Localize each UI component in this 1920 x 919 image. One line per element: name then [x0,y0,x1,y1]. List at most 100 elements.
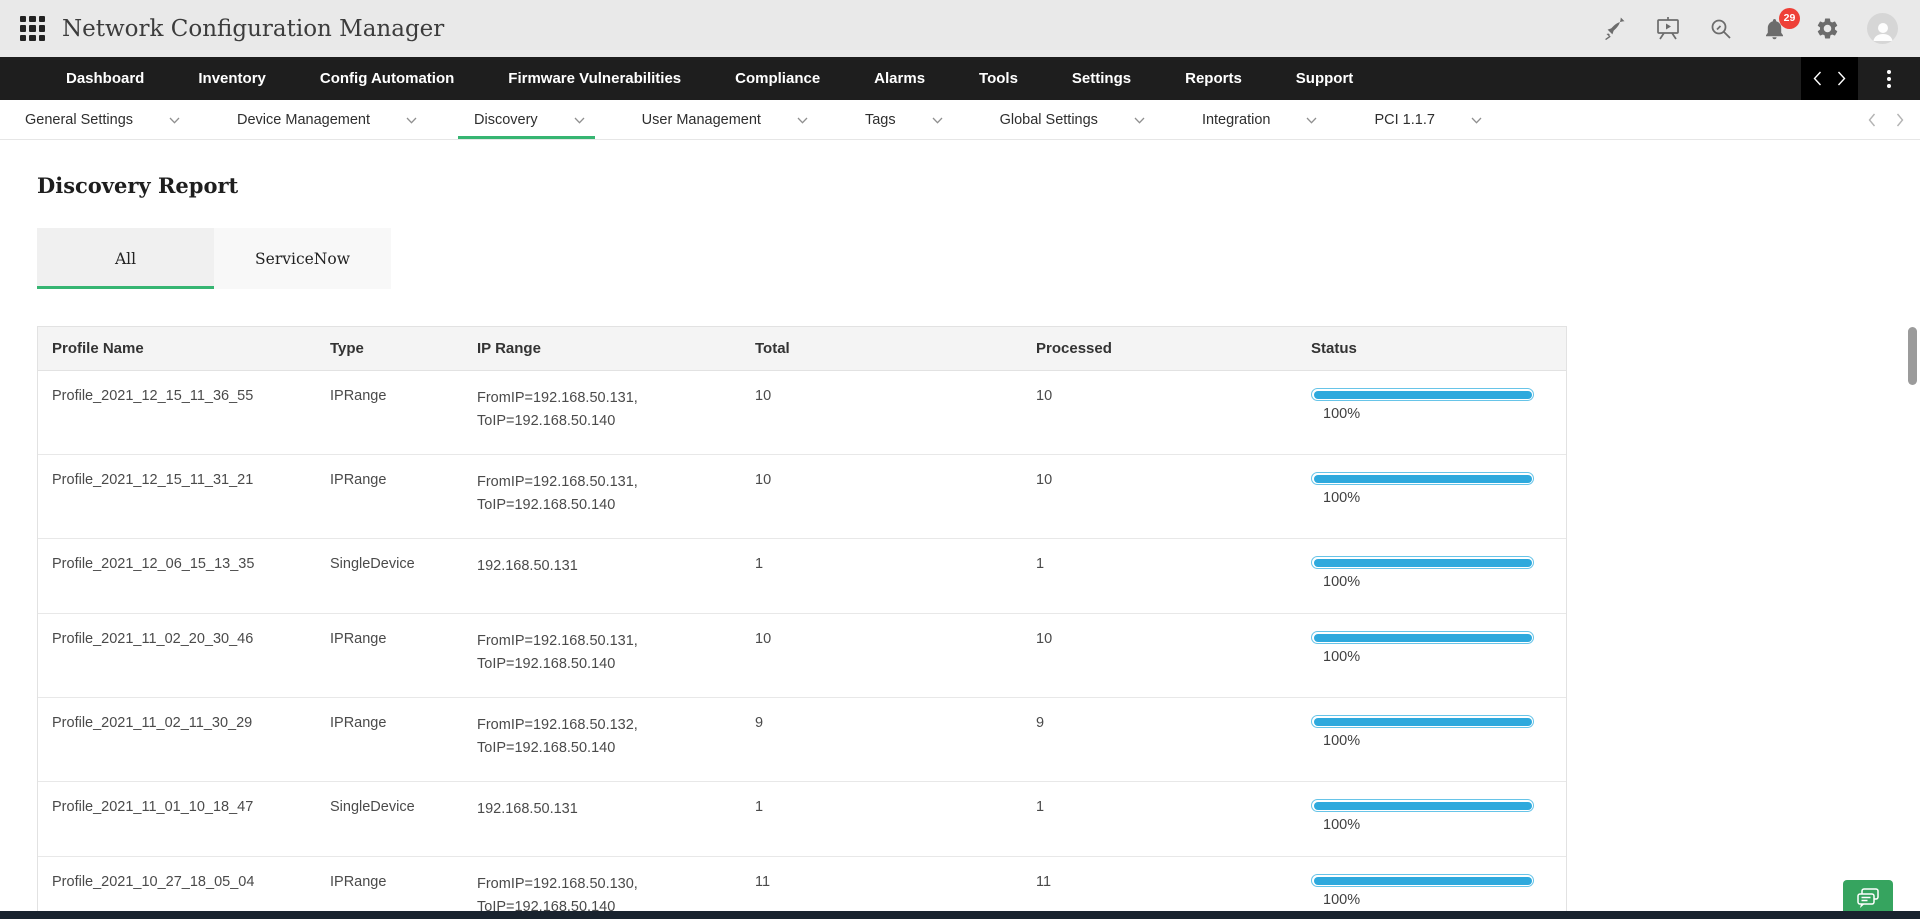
cell-status: 100% [1297,714,1566,751]
progress-label: 100% [1323,733,1361,749]
content-area: Discovery Report All ServiceNow Profile N… [0,173,1920,919]
progress-bar [1311,874,1534,887]
cell-profile-name: Profile_2021_12_15_11_36_55 [52,388,254,404]
cell-status: 100% [1297,555,1566,592]
app-title: Network Configuration Manager [62,15,445,42]
nav-item-support[interactable]: Support [1295,70,1354,87]
nav-scroll-arrows[interactable] [1801,57,1858,100]
progress-label: 100% [1323,406,1361,422]
bell-icon[interactable]: 29 [1761,7,1800,42]
user-avatar[interactable] [1867,13,1898,44]
column-header-total: Total [755,340,790,357]
nav-item-dashboard[interactable]: Dashboard [66,70,145,87]
cell-total: 9 [755,715,764,731]
table-row[interactable]: Profile_2021_11_02_11_30_29 IPRange From… [38,698,1566,782]
nav-item-settings[interactable]: Settings [1071,70,1132,87]
chat-bubbles-icon [1857,888,1879,908]
progress-label: 100% [1323,574,1361,590]
cell-processed: 10 [1036,631,1053,647]
nav-item-reports[interactable]: Reports [1185,70,1242,87]
subnav-chevron-left-icon[interactable] [1868,113,1876,127]
cell-profile-name: Profile_2021_11_02_20_30_46 [52,631,254,647]
cell-status: 100% [1297,387,1566,424]
cell-ip-range: 192.168.50.131 [477,801,578,817]
subnav-item-discovery[interactable]: Discovery [458,100,595,139]
column-header-type: Type [330,340,364,357]
subnav-item-user-management[interactable]: User Management [642,100,808,139]
rocket-icon[interactable] [1602,16,1628,42]
report-tabs: All ServiceNow [37,228,1920,289]
cell-status: 100% [1297,471,1566,508]
table-row[interactable]: Profile_2021_12_15_11_31_21 IPRange From… [38,455,1566,539]
subnav-item-integration[interactable]: Integration [1202,100,1318,139]
table-row[interactable]: Profile_2021_12_15_11_36_55 IPRange From… [38,371,1566,455]
table-row[interactable]: Profile_2021_11_02_20_30_46 IPRange From… [38,614,1566,698]
cell-ip-range: 192.168.50.131 [477,558,578,574]
search-icon[interactable] [1708,16,1734,42]
main-nav-items: Dashboard Inventory Config Automation Firmw… [39,57,1380,100]
apps-grid-icon[interactable] [20,16,45,41]
cell-status: 100% [1297,873,1566,910]
chevron-down-icon [1134,117,1145,124]
cell-profile-name: Profile_2021_11_02_11_30_29 [52,715,253,731]
progress-bar-fill [1313,801,1532,810]
chevron-down-icon [797,117,808,124]
column-header-ip-range: IP Range [477,340,541,357]
progress-bar-fill [1313,633,1532,642]
nav-item-tools[interactable]: Tools [979,70,1018,87]
main-nav: Dashboard Inventory Config Automation Firmw… [0,57,1920,100]
cell-total: 1 [755,799,764,815]
subnav-item-general-settings[interactable]: General Settings [25,100,180,139]
cell-processed: 10 [1036,472,1053,488]
cell-total: 1 [755,556,764,572]
cell-processed: 9 [1036,715,1045,731]
discovery-report-table: Profile Name Type IP Range Total Processed St… [37,326,1567,919]
nav-item-compliance[interactable]: Compliance [735,70,821,87]
subnav-item-tags[interactable]: Tags [865,100,943,139]
table-row[interactable]: Profile_2021_11_01_10_18_47 SingleDevice… [38,782,1566,857]
table-row[interactable]: Profile_2021_12_06_15_13_35 SingleDevice… [38,539,1566,614]
cell-type: IPRange [330,715,387,731]
header-actions: 29 [1602,7,1904,44]
table-body: Profile_2021_12_15_11_36_55 IPRange From… [38,371,1566,919]
chevron-down-icon [574,117,585,124]
tab-all[interactable]: All [37,228,214,289]
gear-icon[interactable] [1814,16,1840,42]
subnav-item-pci-1-1-7[interactable]: PCI 1.1.7 [1374,100,1482,139]
cell-processed: 10 [1036,388,1053,404]
progress-bar [1311,631,1534,644]
table-row[interactable]: Profile_2021_10_27_18_05_04 IPRange From… [38,857,1566,919]
chevron-left-icon [1813,71,1822,86]
column-header-profile-name: Profile Name [52,340,144,357]
nav-item-alarms[interactable]: Alarms [874,70,926,87]
subnav-item-global-settings[interactable]: Global Settings [1000,100,1145,139]
chevron-down-icon [406,117,417,124]
cell-status: 100% [1297,630,1566,667]
progress-label: 100% [1323,649,1361,665]
tab-servicenow[interactable]: ServiceNow [214,228,391,289]
subnav-item-device-management[interactable]: Device Management [237,100,417,139]
cell-type: SingleDevice [330,556,415,572]
nav-item-firmware-vulnerabilities[interactable]: Firmware Vulnerabilities [508,70,682,87]
cell-total: 10 [755,631,772,647]
progress-bar [1311,388,1534,401]
nav-item-config-automation[interactable]: Config Automation [319,70,455,87]
cell-type: IPRange [330,874,387,890]
subnav-chevron-right-icon[interactable] [1896,113,1904,127]
cell-type: IPRange [330,631,387,647]
presentation-icon[interactable] [1655,16,1681,42]
cell-total: 10 [755,472,772,488]
chevron-down-icon [169,117,180,124]
progress-bar [1311,472,1534,485]
more-menu-icon[interactable] [1858,57,1920,100]
progress-bar [1311,799,1534,812]
cell-type: SingleDevice [330,799,415,815]
vertical-scrollbar-thumb[interactable] [1908,327,1917,385]
progress-label: 100% [1323,490,1361,506]
cell-processed: 11 [1036,874,1052,890]
progress-bar [1311,556,1534,569]
progress-label: 100% [1323,892,1361,908]
nav-item-inventory[interactable]: Inventory [198,70,266,87]
page-title: Discovery Report [37,173,239,198]
cell-ip-range: FromIP=192.168.50.131, ToIP=192.168.50.1… [477,633,638,672]
